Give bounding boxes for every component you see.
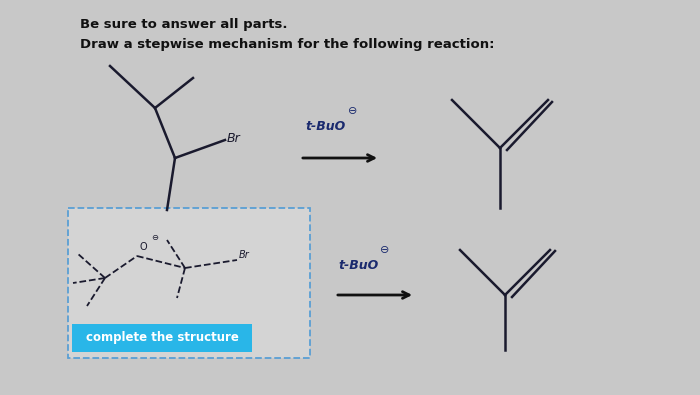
Text: ⊖: ⊖ <box>348 106 358 116</box>
Bar <box>68 208 310 358</box>
Text: t-BuO: t-BuO <box>338 259 378 272</box>
Bar <box>72 324 252 352</box>
Text: O: O <box>139 242 146 252</box>
Text: Draw a stepwise mechanism for the following reaction:: Draw a stepwise mechanism for the follow… <box>80 38 494 51</box>
Text: ⊖: ⊖ <box>151 233 158 242</box>
Text: Br: Br <box>239 250 250 260</box>
Text: t-BuO: t-BuO <box>305 120 345 133</box>
Text: ⊖: ⊖ <box>380 245 389 255</box>
Text: complete the structure: complete the structure <box>85 331 239 344</box>
Text: Be sure to answer all parts.: Be sure to answer all parts. <box>80 18 288 31</box>
Text: Br: Br <box>227 132 241 145</box>
